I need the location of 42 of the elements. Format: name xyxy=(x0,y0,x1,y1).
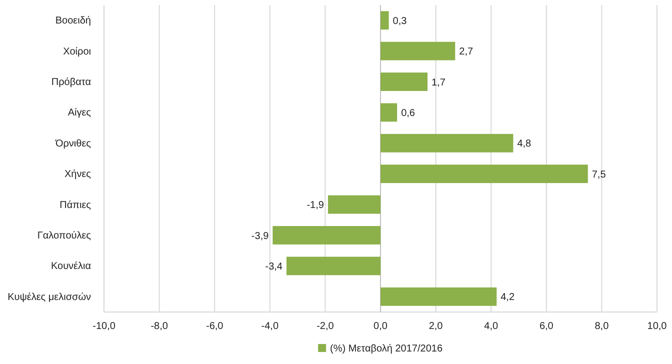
bar xyxy=(380,11,389,30)
x-tick-label: -2,0 xyxy=(316,321,334,332)
x-tick-label: 4,0 xyxy=(484,321,498,332)
x-tick-label: -8,0 xyxy=(150,321,168,332)
x-tick-label: 2,0 xyxy=(428,321,444,332)
bar xyxy=(380,103,398,122)
x-tick-label: 10,0 xyxy=(647,321,668,332)
bar xyxy=(286,256,380,276)
bar xyxy=(272,226,380,244)
data-label: 0,3 xyxy=(392,16,408,27)
y-tick-label: Πάπιες xyxy=(60,200,92,211)
bar xyxy=(328,195,380,214)
y-tick-label: Γαλοπούλες xyxy=(37,230,92,242)
data-label: 7,5 xyxy=(592,169,606,180)
x-tick-label: 6,0 xyxy=(539,321,554,332)
y-tick-label: Όρνιθες xyxy=(54,138,92,150)
bar xyxy=(380,287,497,306)
y-tick-label: Κυψέλες μελισσών xyxy=(8,292,91,303)
y-tick-label: Κουνέλια xyxy=(50,261,92,272)
data-label: 2,7 xyxy=(459,46,474,58)
data-label: 4,8 xyxy=(517,138,532,150)
y-tick-label: Βοοειδή xyxy=(55,16,91,27)
data-label: 4,2 xyxy=(500,292,515,304)
bar xyxy=(380,42,456,60)
data-label: 1,7 xyxy=(432,77,446,88)
y-tick-label: Χοίροι xyxy=(63,46,91,58)
x-tick-label: -4,0 xyxy=(261,321,279,332)
x-tick-label: 0,0 xyxy=(374,321,388,332)
y-tick-label: Χήνες xyxy=(64,169,92,180)
legend-label: (%) Μεταβολή 2017/2016 xyxy=(330,344,443,354)
bar xyxy=(380,72,428,91)
data-label: -3,9 xyxy=(251,230,270,242)
x-tick-label: 8,0 xyxy=(594,321,610,332)
data-label: -1,9 xyxy=(306,200,324,212)
x-tick-label: -6,0 xyxy=(206,321,224,332)
y-tick-label: Πρόβατα xyxy=(51,76,92,88)
data-label: 0,6 xyxy=(401,108,416,119)
bar xyxy=(380,164,588,184)
y-tick-label: Αίγες xyxy=(68,108,92,119)
data-label: -3,4 xyxy=(265,261,283,272)
x-tick-label: -10,0 xyxy=(92,321,116,332)
bar xyxy=(380,134,514,152)
